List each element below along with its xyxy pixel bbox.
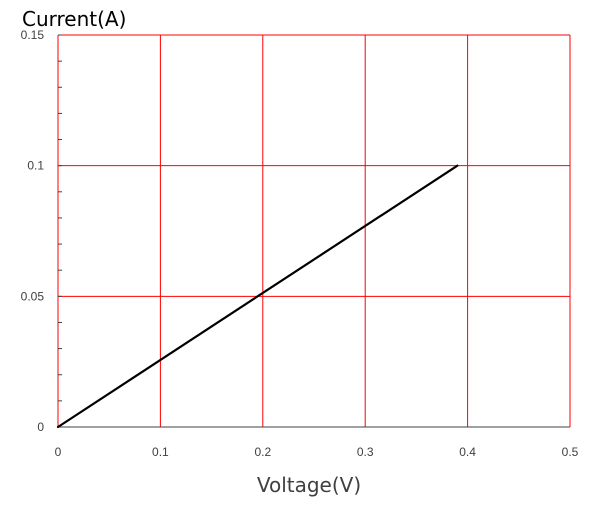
y-tick-label: 0.1 xyxy=(27,159,44,173)
x-tick-label: 0.1 xyxy=(152,445,169,459)
y-tick-label: 0.05 xyxy=(21,289,45,303)
x-tick-label: 0.5 xyxy=(562,445,579,459)
x-tick-label: 0.2 xyxy=(254,445,271,459)
axis-layer xyxy=(57,34,570,428)
label-layer: Voltage(V) Current(A) 0 0.1 0.2 0.3 0.4 0.5 0 0… xyxy=(21,7,579,497)
grid-layer xyxy=(58,34,571,427)
y-axis-title: Current(A) xyxy=(22,7,126,31)
series-layer xyxy=(56,164,459,429)
x-tick-label: 0.3 xyxy=(357,445,374,459)
x-tick-label: 0.4 xyxy=(459,445,476,459)
y-tick-label: 0 xyxy=(37,420,44,434)
x-tick-label: 0 xyxy=(55,445,62,459)
y-tick-label: 0.15 xyxy=(21,28,45,42)
series-line-0 xyxy=(56,164,459,429)
x-axis-title: Voltage(V) xyxy=(257,473,361,497)
